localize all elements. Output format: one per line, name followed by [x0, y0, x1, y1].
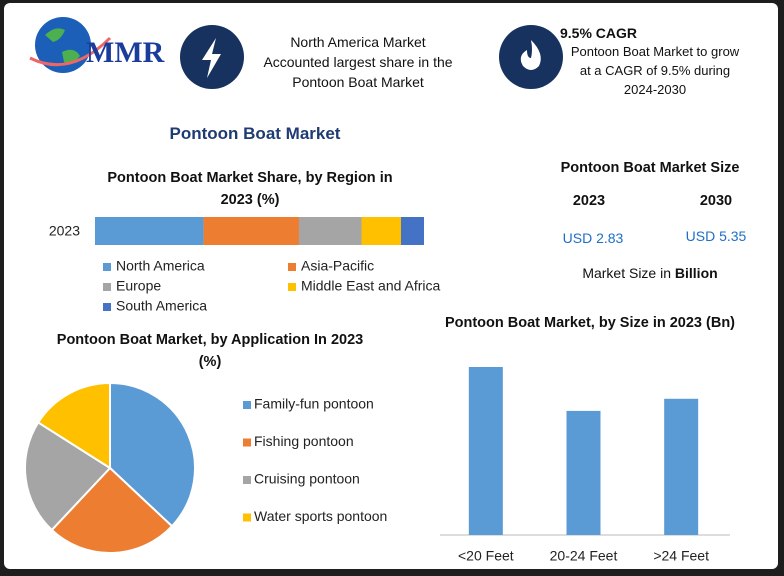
legend-swatch	[243, 438, 251, 447]
bar	[664, 398, 699, 535]
note: Market Size in	[582, 265, 672, 281]
cagr-title: 9.5% CAGR	[560, 25, 638, 41]
pie-slice	[50, 466, 174, 554]
highlight-line: Pontoon Boat Market	[292, 74, 424, 90]
icon-flame	[499, 25, 563, 89]
cagr: Pontoon Boat Market to grow at a CAGR of…	[555, 42, 755, 99]
chart-title: Pontoon Boat Market Share, by Region in …	[107, 170, 393, 208]
size-year: 2030	[699, 193, 733, 209]
pie-slice	[36, 381, 111, 470]
legend-swatch	[288, 283, 296, 291]
chart-title: Pontoon Boat Market, by Application In 2…	[56, 332, 364, 370]
size-value: USD 5.35	[685, 228, 747, 244]
legend-swatch	[243, 513, 251, 522]
cagr-line: Pontoon Boat Market to grow	[570, 44, 740, 59]
pie-slice	[24, 421, 112, 532]
highlight-line: Accounted largest share in the	[263, 54, 453, 70]
pie-slice	[109, 381, 196, 528]
size-value: USD 2.83	[562, 230, 624, 246]
legend-label: Europe	[116, 278, 161, 294]
bar-segment	[95, 217, 204, 245]
bar-segment	[400, 217, 424, 245]
legend-label: Water sports pontoon	[254, 508, 387, 524]
legend-label: Middle East and Africa	[301, 278, 441, 294]
bar-segment	[203, 217, 299, 245]
cagr-line: at a CAGR of 9.5% during	[579, 63, 731, 78]
chart-title: Pontoon Boat Market, by Size in 2023 (Bn…	[444, 315, 736, 331]
size-year: 2023	[572, 193, 606, 209]
legend-swatch	[288, 263, 296, 271]
legend-label: Family-fun pontoon	[254, 396, 374, 412]
bolt	[202, 38, 221, 78]
legend-swatch	[103, 283, 111, 291]
logo-swoosh	[29, 36, 112, 67]
x-tick-label: <20 Feet	[458, 548, 514, 564]
y-tick-label: 2023	[49, 223, 80, 239]
legend-swatch	[103, 263, 111, 271]
legend-label: North America	[116, 258, 205, 274]
size-note: Market Size in Billion	[550, 265, 750, 281]
highlight-line: North America Market	[290, 34, 426, 50]
flame	[520, 40, 541, 70]
bar	[566, 410, 601, 535]
size-title: Pontoon Boat Market Size	[560, 160, 740, 176]
legend-label: South America	[116, 298, 207, 314]
page-title: Pontoon Boat Market	[169, 124, 341, 143]
x-tick-label: >24 Feet	[653, 548, 709, 564]
x-tick-label: 20-24 Feet	[550, 548, 618, 564]
highlight: North America Market Accounted largest s…	[248, 32, 468, 92]
legend-label: Fishing pontoon	[254, 433, 354, 449]
legend-label: Asia-Pacific	[301, 258, 374, 274]
legend-swatch	[103, 303, 111, 311]
legend-swatch	[243, 476, 251, 484]
logo-text: MMR	[86, 36, 165, 69]
legend-swatch	[243, 401, 251, 409]
logo-land	[45, 28, 80, 64]
bar	[468, 367, 503, 535]
note-unit: Billion	[674, 265, 718, 281]
bar-segment	[298, 217, 362, 245]
legend-label: Cruising pontoon	[254, 471, 360, 487]
cagr-line: 2024-2030	[623, 82, 687, 97]
bar-segment	[361, 217, 401, 245]
